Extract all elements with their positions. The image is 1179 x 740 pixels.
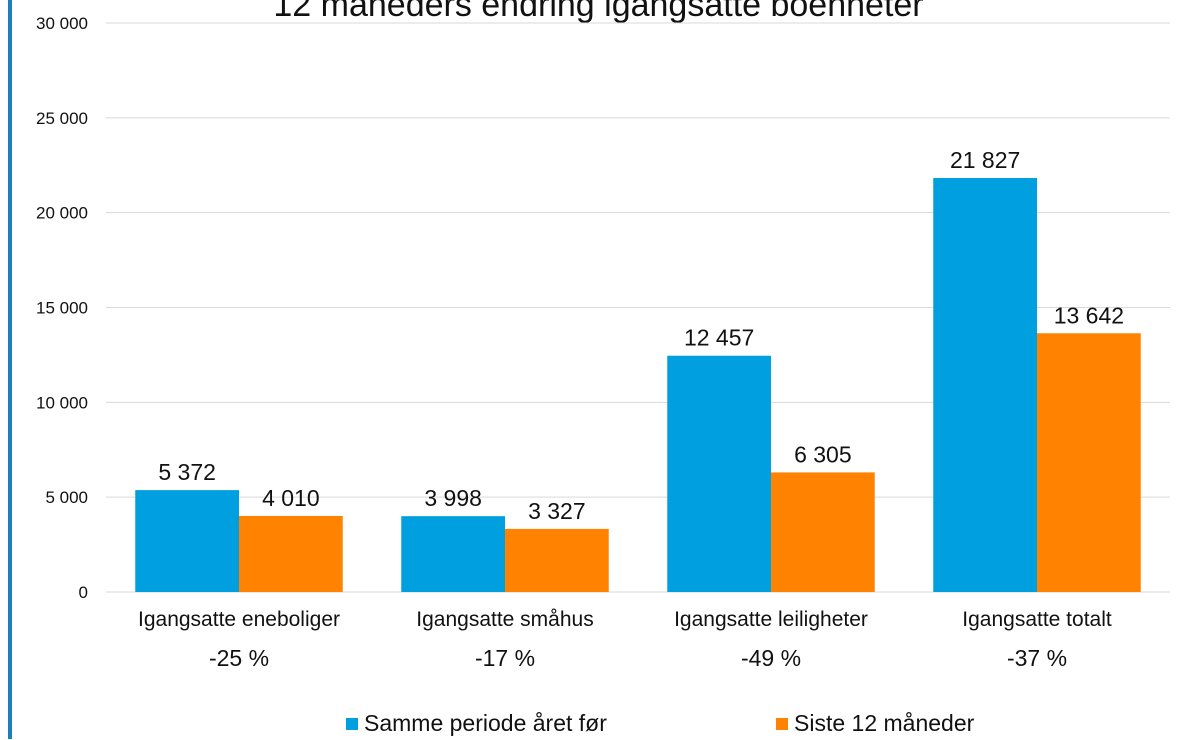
data-label: 6 305 xyxy=(794,441,852,467)
category-labels: Igangsatte eneboliger -25 % Igangsatte små… xyxy=(138,608,1112,671)
bar xyxy=(239,515,343,592)
y-tick-label: 30 000 xyxy=(36,14,88,33)
y-axis-ticks: 0 5 000 10 000 15 000 20 000 25 000 30 000 xyxy=(36,14,88,602)
category-change-label: -49 % xyxy=(741,645,801,671)
data-label: 13 642 xyxy=(1054,302,1124,328)
legend-swatch-series-2 xyxy=(776,717,788,730)
bar xyxy=(505,528,609,592)
category-change-label: -37 % xyxy=(1007,645,1067,671)
bar-chart: 0 5 000 10 000 15 000 20 000 25 000 30 000 5 3… xyxy=(36,14,1170,671)
bar xyxy=(1037,333,1141,592)
bar xyxy=(771,472,875,592)
category-label: Igangsatte eneboliger xyxy=(138,608,340,631)
y-tick-label: 20 000 xyxy=(36,204,88,223)
data-label: 21 827 xyxy=(950,147,1020,173)
data-label: 12 457 xyxy=(684,325,754,351)
y-tick-label: 25 000 xyxy=(36,109,88,128)
bars xyxy=(135,178,1141,592)
frame-accent xyxy=(0,0,18,739)
data-labels: 5 372 4 010 3 998 3 327 12 457 6 305 21 827 13 … xyxy=(158,147,1124,524)
chart-title: 12 måneders endring igangsatte boenheter xyxy=(273,0,924,24)
y-tick-label: 5 000 xyxy=(45,488,88,507)
category-label: Igangsatte totalt xyxy=(962,608,1112,631)
category-change-label: -25 % xyxy=(209,645,269,671)
bar xyxy=(667,355,771,592)
y-tick-label: 0 xyxy=(79,583,88,602)
bar xyxy=(135,490,239,592)
legend: Samme periode året før Siste 12 måneder xyxy=(0,710,1179,740)
data-label: 4 010 xyxy=(262,485,320,511)
legend-label-series-2: Siste 12 måneder xyxy=(794,710,975,736)
legend-label-series-1: Samme periode året før xyxy=(364,710,607,736)
data-label: 3 327 xyxy=(528,498,586,524)
bar xyxy=(933,178,1037,592)
y-tick-label: 10 000 xyxy=(36,393,88,412)
legend-swatch-series-1 xyxy=(346,717,358,730)
data-label: 3 998 xyxy=(424,485,482,511)
category-change-label: -17 % xyxy=(475,645,535,671)
legend-item-series-2: Siste 12 måneder xyxy=(776,710,974,737)
legend-item-series-1: Samme periode året før xyxy=(346,710,607,737)
category-label: Igangsatte småhus xyxy=(416,608,593,631)
bar xyxy=(401,516,505,592)
data-label: 5 372 xyxy=(158,459,216,485)
y-tick-label: 15 000 xyxy=(36,299,88,318)
category-label: Igangsatte leiligheter xyxy=(674,608,868,631)
